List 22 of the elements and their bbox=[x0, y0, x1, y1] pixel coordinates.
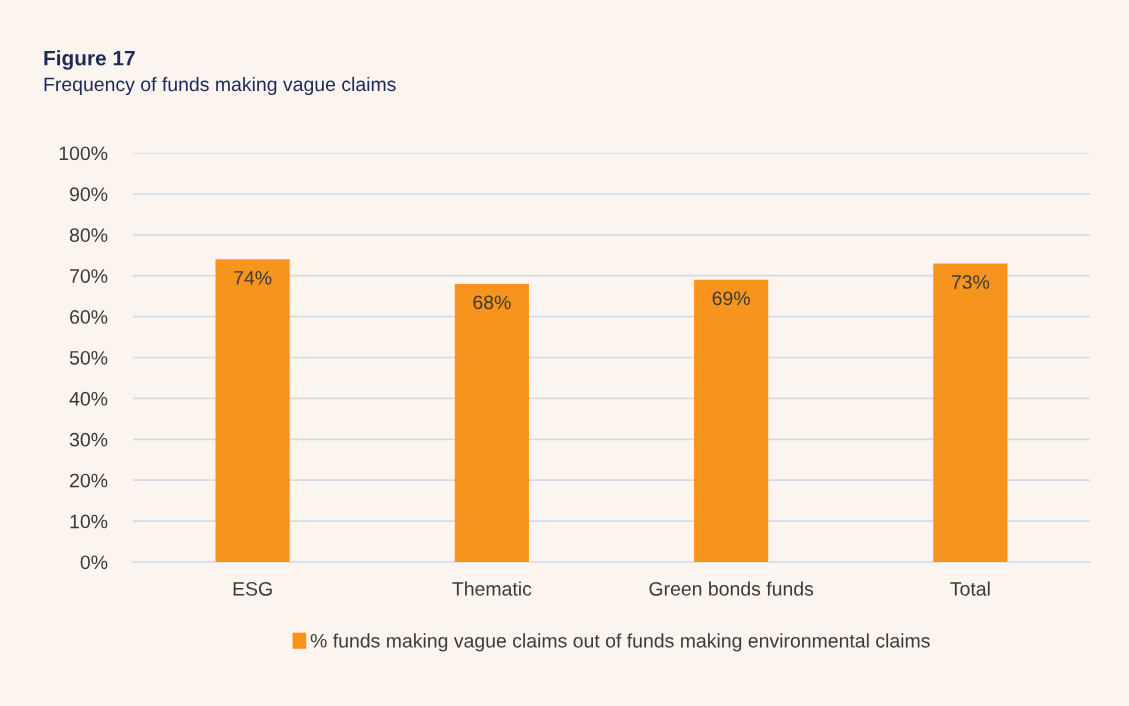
y-tick-label: 70% bbox=[70, 269, 108, 283]
chart-title: Figure 17 bbox=[44, 50, 135, 70]
y-tick-label: 0% bbox=[80, 555, 108, 570]
y-tick-label: 10% bbox=[70, 514, 108, 529]
x-tick-label: Green bonds funds bbox=[649, 581, 814, 596]
x-tick-label: Total bbox=[950, 581, 990, 596]
y-tick-label: 80% bbox=[69, 228, 108, 243]
legend-label: % funds making vague claims out of funds making environmental claims bbox=[310, 633, 930, 652]
y-tick-label: 40% bbox=[69, 391, 108, 406]
y-tick-label: 50% bbox=[69, 350, 108, 365]
y-tick-label: 90% bbox=[70, 187, 108, 202]
y-tick-label: 100% bbox=[59, 146, 108, 161]
x-tick-label: Thematic bbox=[452, 581, 532, 596]
chart-subtitle: Frequency of funds making vague claims bbox=[44, 76, 396, 96]
data-label: 68% bbox=[473, 295, 511, 310]
y-tick-label: 60% bbox=[70, 310, 108, 324]
data-label: 73% bbox=[951, 275, 990, 289]
data-label: 74% bbox=[234, 271, 272, 285]
data-label: 69% bbox=[712, 291, 750, 306]
x-tick-label: ESG bbox=[233, 581, 272, 596]
y-tick-label: 30% bbox=[69, 432, 108, 447]
y-tick-label: 20% bbox=[70, 473, 108, 488]
